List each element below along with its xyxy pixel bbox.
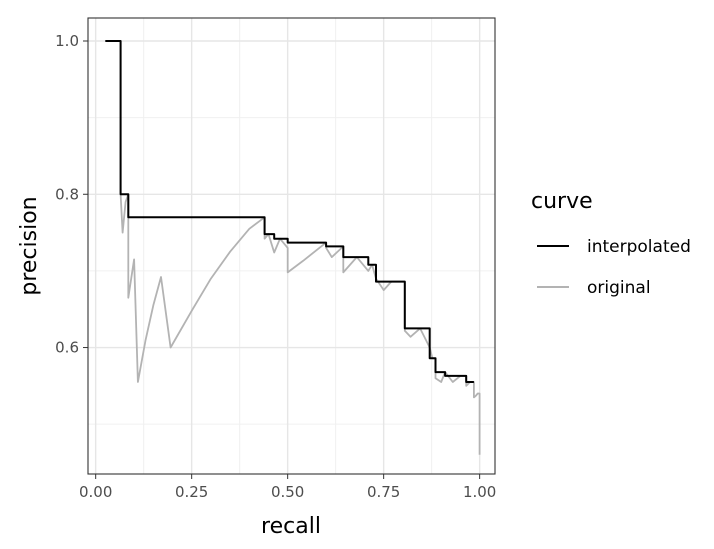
legend-label-interpolated: interpolated [587, 237, 691, 257]
grid [88, 18, 495, 474]
x-tick-label: 0.00 [79, 483, 112, 501]
legend: curve interpolated original [531, 189, 691, 298]
series-line-original [119, 41, 481, 455]
legend-label-original: original [587, 278, 651, 298]
x-tick-label: 0.75 [367, 483, 400, 501]
x-axis-title: recall [261, 514, 321, 539]
plot-border [87, 17, 496, 475]
y-tick-label: 0.8 [55, 185, 79, 203]
y-axis-title: precision [17, 196, 42, 295]
x-tick-label: 0.25 [175, 483, 208, 501]
plot-panel [87, 17, 496, 475]
y-tick-label: 0.6 [55, 339, 79, 357]
x-tick-label: 1.00 [463, 483, 496, 501]
series-layer [105, 40, 481, 455]
x-tick-label: 0.50 [271, 483, 304, 501]
y-tick-label: 1.0 [55, 32, 79, 50]
legend-title: curve [531, 189, 593, 214]
series-line-interpolated [105, 40, 474, 383]
axis-ticks: 0.00 0.25 0.50 0.75 1.00 0.6 0.8 1.0 [55, 32, 496, 501]
